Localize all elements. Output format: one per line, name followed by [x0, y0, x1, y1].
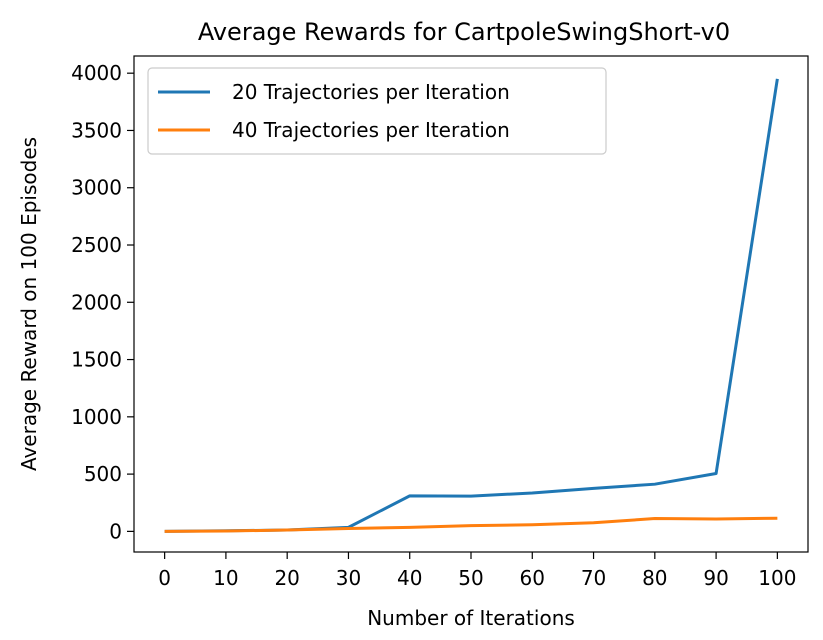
- x-tick-label: 90: [703, 566, 728, 590]
- legend-label-series-2: 40 Trajectories per Iteration: [232, 118, 510, 142]
- y-tick-label: 3500: [71, 118, 122, 142]
- y-tick-label: 500: [84, 462, 122, 486]
- x-axis-ticks: 0 10 20 30 40 50 60 70 80 90 100: [158, 552, 796, 590]
- y-tick-label: 3000: [71, 176, 122, 200]
- x-tick-label: 60: [520, 566, 545, 590]
- legend-box: [147, 67, 607, 155]
- y-tick-label: 2500: [71, 233, 122, 257]
- x-tick-label: 0: [158, 566, 171, 590]
- x-tick-label: 10: [213, 566, 238, 590]
- y-tick-label: 4000: [71, 61, 122, 85]
- x-tick-label: 30: [336, 566, 361, 590]
- x-tick-label: 20: [274, 566, 299, 590]
- y-tick-label: 0: [109, 519, 122, 543]
- y-axis-ticks: 0 500 1000 1500 2000 2500 3000 3500 4000: [71, 61, 134, 543]
- y-tick-label: 2000: [71, 290, 122, 314]
- x-tick-label: 80: [642, 566, 667, 590]
- x-tick-label: 70: [581, 566, 606, 590]
- chart-title: Average Rewards for CartpoleSwingShort-v…: [198, 18, 730, 46]
- y-tick-label: 1000: [71, 405, 122, 429]
- legend: 20 Trajectories per Iteration 40 Traject…: [147, 67, 607, 155]
- legend-label-series-1: 20 Trajectories per Iteration: [232, 80, 510, 104]
- series-line-2: [164, 516, 778, 533]
- x-tick-label: 50: [458, 566, 483, 590]
- y-axis-label: Average Reward on 100 Episodes: [17, 137, 41, 471]
- x-tick-label: 100: [758, 566, 796, 590]
- y-tick-label: 1500: [71, 348, 122, 372]
- x-axis-label: Number of Iterations: [367, 606, 575, 630]
- x-tick-label: 40: [397, 566, 422, 590]
- series-layer: [164, 78, 779, 533]
